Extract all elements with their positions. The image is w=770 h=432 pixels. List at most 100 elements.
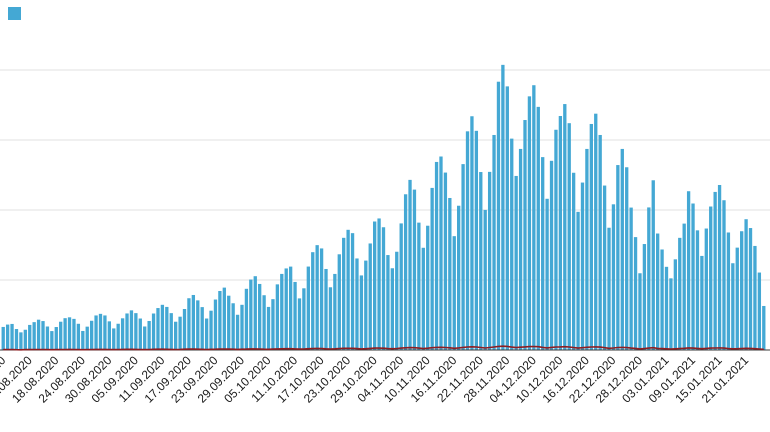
bar[interactable] <box>434 161 439 350</box>
bar[interactable] <box>240 304 244 350</box>
bar[interactable] <box>262 295 266 350</box>
bar[interactable] <box>651 180 655 350</box>
bar[interactable] <box>311 252 315 350</box>
bar[interactable] <box>479 172 483 350</box>
bar[interactable] <box>169 313 173 350</box>
bar[interactable] <box>364 260 368 350</box>
bar[interactable] <box>10 323 14 350</box>
bar[interactable] <box>642 244 647 350</box>
bar[interactable] <box>704 228 708 350</box>
bar[interactable] <box>483 209 487 350</box>
bar[interactable] <box>448 197 452 350</box>
bar[interactable] <box>359 275 364 350</box>
bar[interactable] <box>403 194 408 350</box>
bar[interactable] <box>571 172 576 350</box>
bar[interactable] <box>585 148 589 350</box>
bar[interactable] <box>174 321 178 350</box>
bar[interactable] <box>196 300 200 350</box>
bar[interactable] <box>377 218 381 350</box>
bar[interactable] <box>32 322 36 350</box>
bar[interactable] <box>678 237 682 350</box>
bar[interactable] <box>421 247 425 350</box>
bar[interactable] <box>200 307 204 350</box>
bar[interactable] <box>390 268 394 350</box>
bar[interactable] <box>368 243 372 350</box>
bar[interactable] <box>178 316 182 350</box>
bar[interactable] <box>567 123 571 351</box>
bar[interactable] <box>726 232 731 350</box>
bar[interactable] <box>700 255 704 350</box>
bar[interactable] <box>28 324 32 350</box>
bar[interactable] <box>209 310 213 350</box>
bar[interactable] <box>430 187 434 350</box>
bar[interactable] <box>523 120 527 350</box>
bar[interactable] <box>271 299 275 350</box>
bar[interactable] <box>496 81 501 351</box>
bar[interactable] <box>275 284 280 350</box>
bar[interactable] <box>182 309 187 350</box>
bar[interactable] <box>598 134 602 350</box>
bar[interactable] <box>306 266 310 350</box>
bar[interactable] <box>302 288 306 350</box>
bar[interactable] <box>563 104 567 350</box>
bar[interactable] <box>355 258 359 350</box>
bar[interactable] <box>691 203 695 350</box>
bar[interactable] <box>89 320 94 350</box>
bar[interactable] <box>647 207 651 350</box>
bar[interactable] <box>324 268 328 350</box>
bar[interactable] <box>222 287 226 350</box>
bar[interactable] <box>342 237 346 350</box>
bar[interactable] <box>67 317 72 350</box>
bar[interactable] <box>625 167 629 350</box>
bar[interactable] <box>165 306 169 350</box>
bar[interactable] <box>350 233 355 350</box>
bar[interactable] <box>465 131 470 350</box>
bar[interactable] <box>638 273 642 350</box>
bar[interactable] <box>160 304 165 350</box>
bar[interactable] <box>487 171 492 350</box>
bar[interactable] <box>501 64 505 351</box>
bar[interactable] <box>59 321 63 350</box>
bar[interactable] <box>266 306 271 350</box>
bar[interactable] <box>748 228 753 350</box>
bar[interactable] <box>94 315 98 350</box>
bar[interactable] <box>682 223 686 350</box>
bar[interactable] <box>213 299 218 350</box>
bar[interactable] <box>81 330 85 350</box>
bar[interactable] <box>541 157 545 350</box>
bar[interactable] <box>426 225 430 350</box>
bar[interactable] <box>103 315 107 350</box>
bar[interactable] <box>717 184 722 350</box>
bar[interactable] <box>1 326 5 350</box>
bar[interactable] <box>686 191 691 350</box>
bar[interactable] <box>408 179 412 350</box>
bar[interactable] <box>594 113 598 351</box>
bar[interactable] <box>616 165 620 350</box>
bar[interactable] <box>474 130 479 350</box>
bar[interactable] <box>85 326 89 350</box>
bar[interactable] <box>41 321 45 350</box>
bar[interactable] <box>258 283 262 350</box>
bar[interactable] <box>284 268 288 350</box>
bar[interactable] <box>288 266 293 350</box>
bar[interactable] <box>235 314 240 350</box>
bar[interactable] <box>757 272 762 350</box>
bar[interactable] <box>72 318 76 350</box>
bar[interactable] <box>151 313 156 350</box>
bar[interactable] <box>412 189 417 350</box>
bar[interactable] <box>395 251 399 350</box>
bar[interactable] <box>381 227 386 350</box>
bar[interactable] <box>231 303 235 350</box>
bar[interactable] <box>536 106 540 351</box>
bar[interactable] <box>673 259 678 350</box>
bar[interactable] <box>297 298 302 350</box>
bar[interactable] <box>191 294 196 350</box>
bar[interactable] <box>63 318 67 350</box>
bar[interactable] <box>333 273 337 350</box>
bar[interactable] <box>280 273 284 350</box>
bar[interactable] <box>45 326 50 351</box>
bar[interactable] <box>722 200 726 350</box>
bar[interactable] <box>439 156 443 351</box>
bar[interactable] <box>527 96 532 350</box>
bar[interactable] <box>620 148 624 350</box>
